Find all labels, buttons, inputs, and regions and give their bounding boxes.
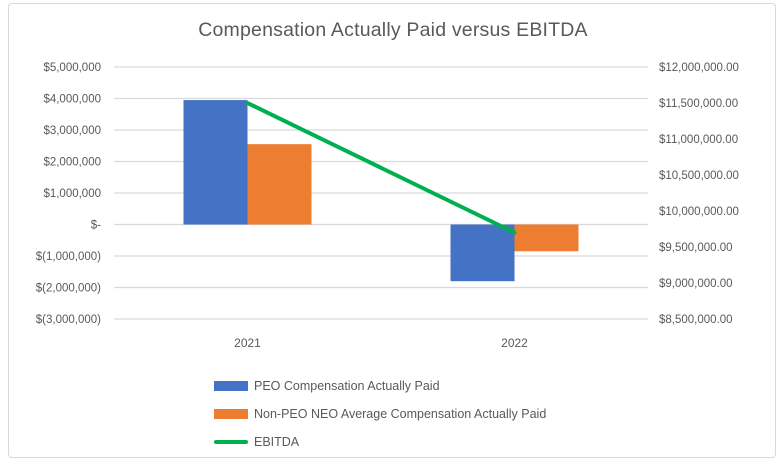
peo-bar-swatch-icon: [214, 381, 248, 391]
left-axis-tick-label: $4,000,000: [43, 94, 101, 106]
left-axis-tick-label: $3,000,000: [43, 125, 101, 137]
legend: PEO Compensation Actually Paid Non-PEO N…: [214, 372, 546, 456]
right-axis-tick-label: $9,500,000.00: [659, 242, 733, 254]
bar-non-peo-2022: [514, 224, 579, 252]
bar-peo-2022: [450, 224, 515, 282]
legend-item-peo: PEO Compensation Actually Paid: [214, 372, 546, 400]
bar-series: [183, 100, 579, 282]
right-axis-tick-label: $11,500,000.00: [659, 98, 738, 110]
legend-label-ebitda: EBITDA: [254, 435, 300, 449]
chart-container: Compensation Actually Paid versus EBITDA…: [8, 3, 776, 458]
bar-non-peo-2021: [247, 144, 312, 225]
bar-peo-2021: [183, 100, 248, 225]
x-axis-label-2022: 2022: [501, 336, 528, 350]
chart-title: Compensation Actually Paid versus EBITDA: [198, 19, 588, 41]
left-axis-tick-label: $1,000,000: [43, 188, 101, 200]
legend-label-peo: PEO Compensation Actually Paid: [254, 379, 440, 393]
left-axis-tick-label: $5,000,000: [43, 62, 101, 74]
left-axis-tick-label: $2,000,000: [43, 157, 101, 169]
x-axis-label-2021: 2021: [234, 336, 261, 350]
right-axis-tick-label: $10,500,000.00: [659, 170, 739, 182]
right-axis-tick-label: $8,500,000.00: [659, 314, 733, 326]
legend-item-ebitda: EBITDA: [214, 428, 546, 456]
right-axis-tick-label: $10,000,000.00: [659, 206, 739, 218]
x-axis: 2021 2022: [234, 336, 528, 350]
gridlines: [114, 66, 648, 320]
left-axis-tick-label: $(3,000,000): [36, 314, 101, 326]
left-axis-tick-label: $(2,000,000): [36, 283, 101, 295]
right-axis-tick-label: $9,000,000.00: [659, 278, 733, 290]
non-peo-bar-swatch-icon: [214, 409, 248, 419]
line-series: [245, 101, 517, 235]
ebitda-line-swatch-icon: [214, 440, 248, 444]
left-axis-tick-label: $-: [91, 220, 101, 232]
left-y-axis: $5,000,000 $4,000,000 $3,000,000 $2,000,000…: [36, 62, 101, 326]
legend-item-non-peo: Non-PEO NEO Average Compensation Actuall…: [214, 400, 546, 428]
ebitda-line: [245, 101, 517, 235]
right-axis-tick-label: $12,000,000.00: [659, 62, 739, 74]
legend-label-non-peo: Non-PEO NEO Average Compensation Actuall…: [254, 407, 547, 421]
right-y-axis: $12,000,000.00 $11,500,000.00 $11,000,000.…: [659, 62, 739, 326]
left-axis-tick-label: $(1,000,000): [36, 251, 101, 263]
right-axis-tick-label: $11,000,000.00: [659, 134, 738, 146]
